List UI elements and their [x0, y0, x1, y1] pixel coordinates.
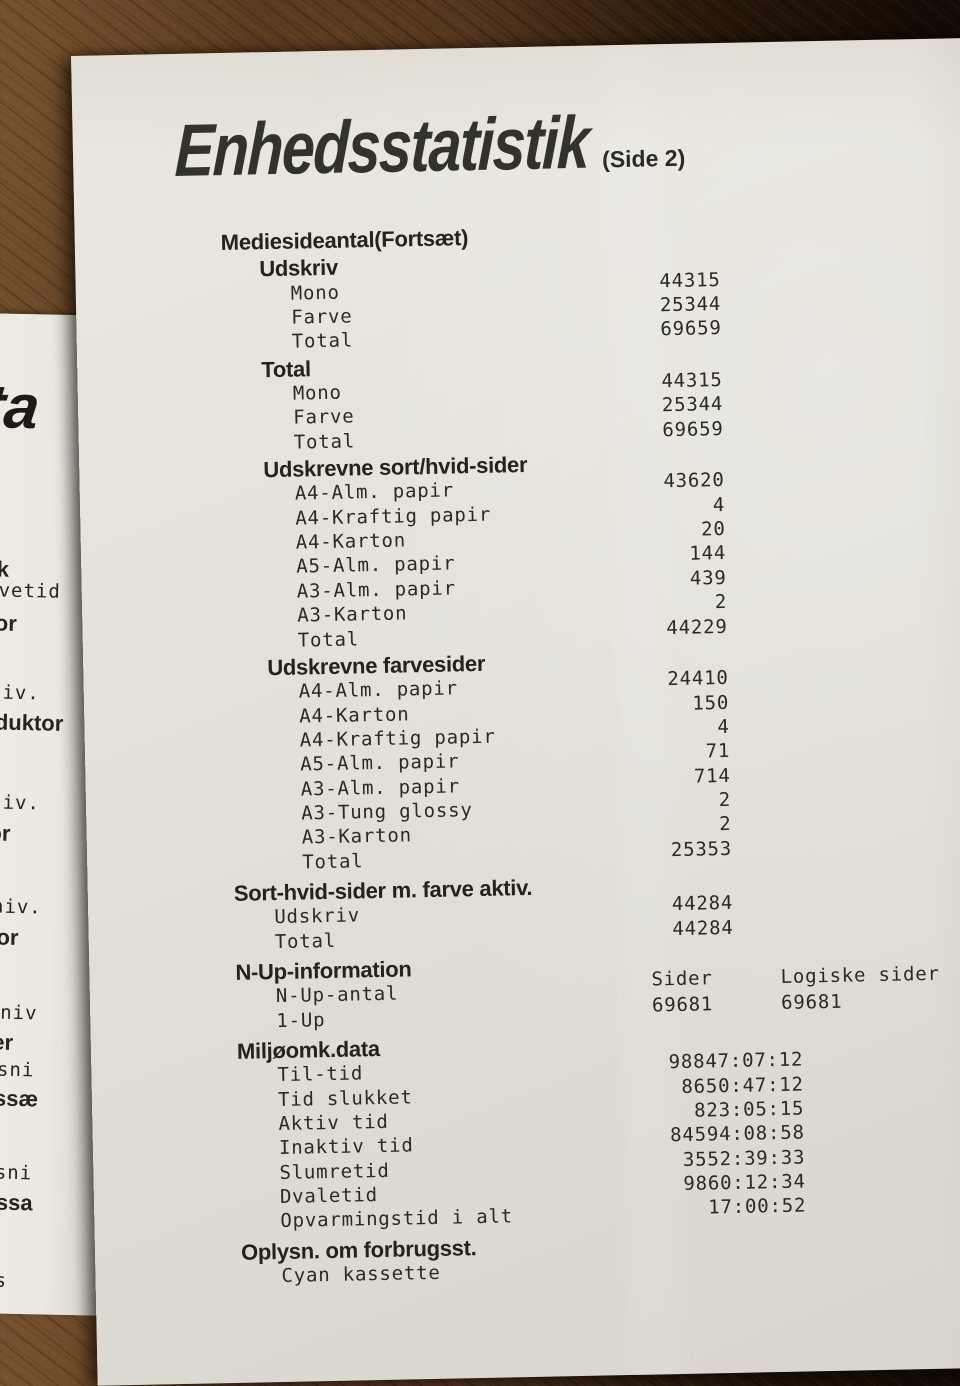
page-number-label: (Side 2)	[601, 144, 686, 173]
stat-label: A5-Alm. papir	[300, 750, 460, 776]
text-fragment: tor	[0, 610, 18, 636]
stat-label: A3-Karton	[297, 602, 408, 627]
stat-label: A4-Karton	[299, 702, 410, 728]
stat-label: Cyan kassette	[281, 1261, 441, 1288]
stat-label: A3-Alm. papir	[296, 577, 457, 603]
stat-label: A4-Kraftig papir	[299, 725, 496, 752]
text-fragment: ktor	[0, 924, 19, 950]
section-header: Miljøomk.data	[236, 1036, 381, 1064]
stat-label: A4-Alm. papir	[294, 479, 455, 506]
stat-label: Total	[297, 627, 360, 652]
stat-label: 1-Up	[276, 1008, 326, 1032]
stat-value: 17:00:52	[708, 1194, 807, 1219]
text-fragment: sessæ	[0, 1085, 39, 1112]
text-fragment: ofsni	[0, 1058, 35, 1082]
stat-label: A3-Alm. papir	[300, 774, 461, 801]
stat-value: 44229	[666, 615, 728, 639]
stat-label: Mono	[292, 381, 343, 405]
text-fragment: tor	[0, 820, 11, 846]
statistics-body: Mediesideantal(Fortsæt) Udskriv Mono 443…	[74, 209, 960, 1292]
section-header: N-Up-information	[235, 956, 412, 985]
page-title: Enhedsstatistik	[173, 100, 591, 192]
stat-label: A4-Kraftig papir	[295, 503, 492, 530]
text-fragment: ses	[0, 1269, 8, 1292]
stat-value: 69659	[660, 317, 722, 341]
text-fragment: isessa	[0, 1188, 33, 1216]
stat-label: N-Up-antal	[275, 982, 399, 1008]
sub-header: Udskriv	[259, 255, 339, 282]
text-fragment: sniv.	[0, 791, 41, 815]
stat-label: Inaktiv tid	[278, 1134, 414, 1160]
stat-label: Udskriv	[274, 904, 361, 929]
stat-label: Farve	[293, 405, 355, 430]
stat-label: A5-Alm. papir	[296, 552, 456, 579]
sub-header: Total	[261, 355, 311, 382]
stat-label: A3-Tung glossy	[301, 799, 473, 825]
stat-label: Aktiv tid	[278, 1110, 389, 1136]
text-fragment: ik	[0, 556, 10, 582]
text-fragment: nduktor	[0, 709, 64, 736]
text-fragment: niv.	[0, 681, 41, 705]
text-fragment: ofsni	[0, 1161, 33, 1185]
stat-label: Tid slukket	[277, 1086, 413, 1111]
stat-label: Total	[293, 430, 356, 454]
stat-value: 25353	[670, 837, 733, 861]
stat-value: 69659	[662, 417, 724, 441]
stat-label: A4-Karton	[295, 529, 407, 554]
stat-label: Dvaletid	[279, 1184, 379, 1209]
stat-label: Mono	[290, 281, 340, 305]
photo-of-printed-statistics-page: { "page": { "title": "Enhedsstatistik", …	[0, 0, 960, 1280]
stat-label: Opvarmingstid i alt	[280, 1205, 514, 1233]
stat-label: Total	[274, 929, 337, 953]
stat-label: Farve	[291, 305, 353, 329]
stat-value: 44284	[672, 916, 734, 940]
text-fragment: evetid	[0, 579, 62, 603]
stat-label: Total	[291, 329, 354, 353]
paper-sheet: Enhedsstatistik (Side 2) Mediesideantal(F…	[71, 37, 960, 1386]
stat-label: Total	[302, 849, 364, 874]
stat-label: Slumretid	[279, 1159, 390, 1184]
text-fragment: ta	[0, 372, 44, 443]
text-fragment: sniv.	[0, 895, 42, 919]
text-fragment: fsniv	[0, 1001, 38, 1025]
stat-label: A4-Alm. papir	[298, 677, 459, 703]
text-fragment: lder	[0, 1029, 14, 1055]
page-header: Enhedsstatistik (Side 2)	[172, 100, 686, 192]
stat-label: A3-Karton	[301, 824, 413, 849]
section-header: Mediesideantal(Fortsæt)	[220, 225, 469, 256]
stat-label: Til-tid	[277, 1062, 364, 1087]
